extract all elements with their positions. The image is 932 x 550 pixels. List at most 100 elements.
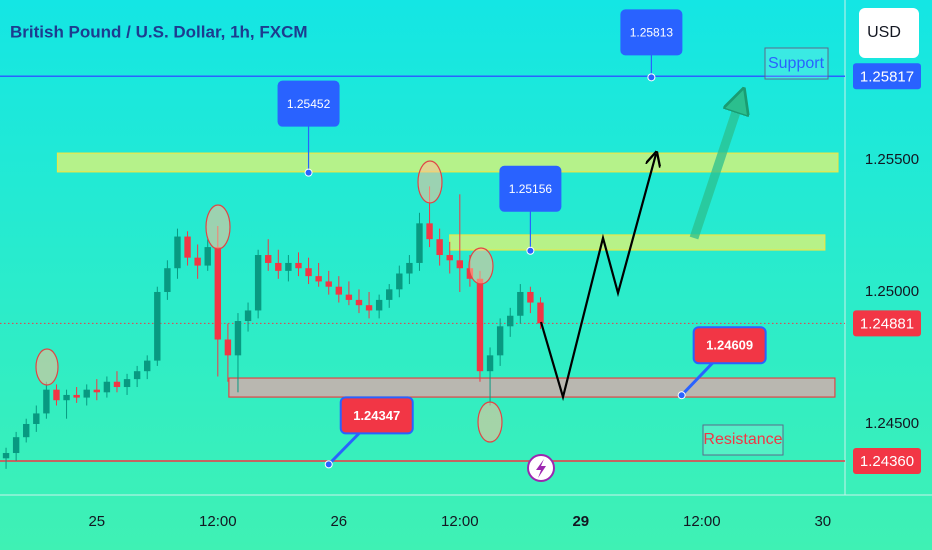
candle-body <box>305 268 312 277</box>
candle-body <box>144 360 151 372</box>
candle-body <box>103 381 111 393</box>
candle-body <box>73 394 80 398</box>
y-tick-label: 1.25000 <box>865 283 919 300</box>
support-label: Support <box>768 55 825 72</box>
candle-body <box>275 262 282 271</box>
callout-box <box>277 80 340 127</box>
support-box <box>764 47 829 80</box>
candle-body <box>476 278 484 372</box>
callout-label: 1.25813 <box>630 26 674 40</box>
chart-title: British Pound / U.S. Dollar, 1h, FXCM <box>10 22 308 41</box>
candle-body <box>325 281 332 287</box>
candle-body <box>517 291 524 316</box>
candle-body <box>204 247 211 266</box>
projection-path <box>539 154 656 402</box>
candle-body <box>63 394 70 401</box>
price-tag-label: 1.24360 <box>860 453 914 470</box>
x-tick-label: 25 <box>88 513 105 530</box>
candle-body <box>12 437 20 454</box>
x-tick-label: 30 <box>814 513 831 530</box>
resistance-label: Resistance <box>703 431 782 448</box>
callout-box <box>499 165 562 212</box>
candle-body <box>164 268 171 292</box>
candle-body <box>113 381 121 388</box>
callout-label: 1.25156 <box>509 182 553 196</box>
candle-body <box>537 302 544 324</box>
price-tag-label: 1.24881 <box>860 315 914 332</box>
candle-body <box>315 276 322 282</box>
zone <box>228 377 836 398</box>
candle-body <box>446 255 453 261</box>
candle-body <box>43 389 50 414</box>
zone <box>449 234 826 251</box>
x-tick-label: 12:00 <box>441 513 479 530</box>
circle-marker <box>468 247 494 285</box>
resistance-box <box>702 424 784 456</box>
candle-body <box>285 262 292 271</box>
lightning <box>536 459 546 478</box>
candle-body <box>23 423 30 438</box>
candle-body <box>355 299 363 306</box>
candle-body <box>527 291 534 303</box>
callout-box <box>339 396 414 435</box>
price-tag <box>853 63 921 90</box>
circle-marker <box>477 401 503 443</box>
callout-anchor <box>304 168 313 177</box>
x-tick-label: 12:00 <box>199 513 237 530</box>
candle-body <box>416 223 423 263</box>
circle-marker <box>35 348 59 386</box>
callout-anchor <box>324 460 333 469</box>
price-tag <box>853 310 921 337</box>
candle-body <box>83 389 90 398</box>
currency-box[interactable] <box>859 8 919 58</box>
price-tag <box>853 447 921 474</box>
price-tag-label: 1.25817 <box>860 68 914 85</box>
trend-arrow <box>689 100 740 240</box>
candle-body <box>386 289 393 300</box>
circle-marker <box>417 160 443 204</box>
candle-body <box>33 413 40 424</box>
callout-label: 1.24347 <box>353 408 400 423</box>
circle-marker <box>205 204 231 250</box>
y-tick-label: 1.25500 <box>865 151 919 168</box>
candle-body <box>265 255 272 263</box>
candle-body <box>335 286 343 295</box>
candle-body <box>234 321 242 356</box>
x-tick-label: 26 <box>330 513 347 530</box>
candle-body <box>345 294 353 300</box>
candle-body <box>486 355 494 372</box>
candle-body <box>375 299 383 311</box>
candle-body <box>194 257 201 266</box>
candle-body <box>133 371 141 380</box>
candle-body <box>254 255 262 311</box>
candle-body <box>123 379 131 388</box>
candle-body <box>456 260 464 269</box>
candle-body <box>406 262 413 274</box>
callout-anchor <box>677 391 686 400</box>
candle-body <box>174 236 181 269</box>
annotations <box>35 100 740 482</box>
candle-body <box>93 389 101 393</box>
candle-body <box>436 239 443 256</box>
callout-box <box>692 326 767 365</box>
candle-body <box>2 453 10 459</box>
candle-body <box>224 339 232 356</box>
candle-body <box>396 273 403 290</box>
candle-body <box>244 310 252 322</box>
candle-body <box>53 389 60 401</box>
candle-body <box>496 326 504 356</box>
zone <box>56 152 839 173</box>
candle-body <box>214 247 222 340</box>
callout-label: 1.24609 <box>706 338 753 353</box>
x-tick-label: 12:00 <box>683 513 721 530</box>
currency[interactable]: USD <box>867 24 901 41</box>
candle-body <box>184 236 191 258</box>
candle-body <box>507 315 514 327</box>
candle-body <box>365 305 373 311</box>
callout-label: 1.25452 <box>287 97 331 111</box>
x-tick-label: 29 <box>572 513 589 530</box>
callout-box <box>620 9 683 56</box>
callout-anchor <box>526 246 535 255</box>
